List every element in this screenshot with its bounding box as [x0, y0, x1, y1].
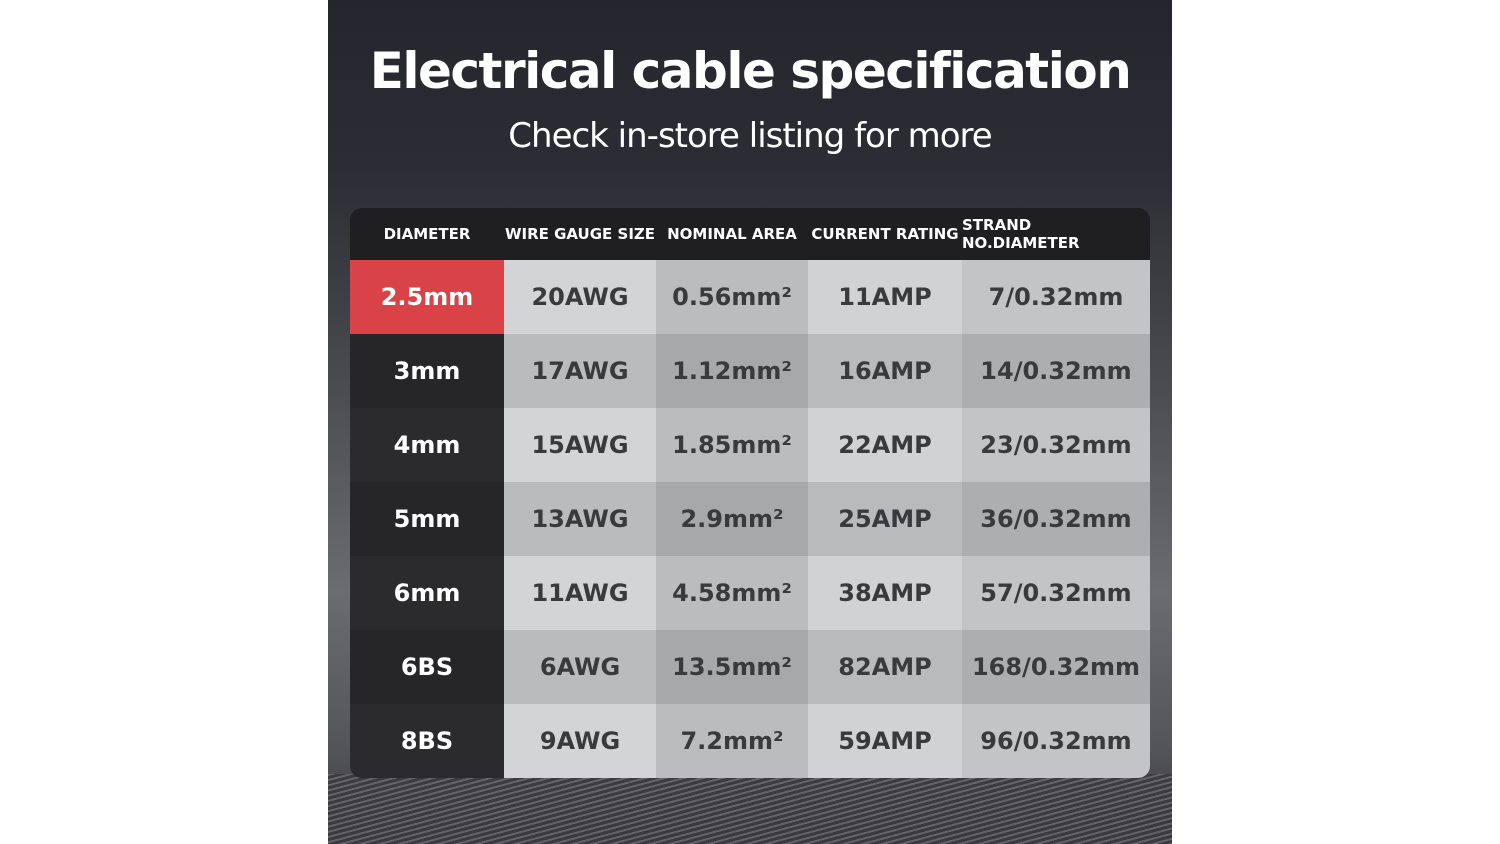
- header-current-rating: CURRENT RATING: [811, 225, 959, 243]
- cell-diameter: 3mm: [350, 334, 504, 408]
- cell-diameter: 4mm: [350, 408, 504, 482]
- cell-wire-gauge: 11AWG: [504, 556, 656, 630]
- cell-wire-gauge: 6AWG: [504, 630, 656, 704]
- cell-strand: 23/0.32mm: [962, 408, 1150, 482]
- page-subtitle: Check in-store listing for more: [508, 116, 992, 156]
- table-row: 4mm 15AWG 1.85mm² 22AMP 23/0.32mm: [350, 408, 1150, 482]
- cell-current-rating: 16AMP: [808, 334, 962, 408]
- cell-diameter: 5mm: [350, 482, 504, 556]
- cell-nominal-area: 1.12mm²: [656, 334, 808, 408]
- cell-current-rating: 38AMP: [808, 556, 962, 630]
- cell-nominal-area: 4.58mm²: [656, 556, 808, 630]
- cell-diameter: 2.5mm: [350, 260, 504, 334]
- cell-nominal-area: 2.9mm²: [656, 482, 808, 556]
- page-title: Electrical cable specification: [369, 42, 1132, 100]
- table-row: 2.5mm 20AWG 0.56mm² 11AMP 7/0.32mm: [350, 260, 1150, 334]
- table-row: 6mm 11AWG 4.58mm² 38AMP 57/0.32mm: [350, 556, 1150, 630]
- cell-current-rating: 25AMP: [808, 482, 962, 556]
- cell-diameter: 8BS: [350, 704, 504, 778]
- header-nominal-area: NOMINAL AREA: [667, 225, 797, 243]
- table-header: DIAMETER WIRE GAUGE SIZE NOMINAL AREA CU…: [350, 208, 1150, 260]
- cell-nominal-area: 7.2mm²: [656, 704, 808, 778]
- cell-diameter: 6BS: [350, 630, 504, 704]
- table-row: 5mm 13AWG 2.9mm² 25AMP 36/0.32mm: [350, 482, 1150, 556]
- table-row: 3mm 17AWG 1.12mm² 16AMP 14/0.32mm: [350, 334, 1150, 408]
- header-strand: STRAND NO.DIAMETER: [962, 216, 1080, 252]
- cell-wire-gauge: 15AWG: [504, 408, 656, 482]
- spec-table: DIAMETER WIRE GAUGE SIZE NOMINAL AREA CU…: [350, 208, 1150, 778]
- product-image: Electrical cable specification Check in-…: [328, 0, 1172, 844]
- cell-strand: 57/0.32mm: [962, 556, 1150, 630]
- cell-nominal-area: 13.5mm²: [656, 630, 808, 704]
- cell-current-rating: 82AMP: [808, 630, 962, 704]
- cell-nominal-area: 1.85mm²: [656, 408, 808, 482]
- cell-current-rating: 22AMP: [808, 408, 962, 482]
- cell-wire-gauge: 9AWG: [504, 704, 656, 778]
- cell-wire-gauge: 17AWG: [504, 334, 656, 408]
- cell-nominal-area: 0.56mm²: [656, 260, 808, 334]
- cell-strand: 96/0.32mm: [962, 704, 1150, 778]
- cell-strand: 168/0.32mm: [962, 630, 1150, 704]
- cell-strand: 7/0.32mm: [962, 260, 1150, 334]
- table-row: 6BS 6AWG 13.5mm² 82AMP 168/0.32mm: [350, 630, 1150, 704]
- cell-diameter: 6mm: [350, 556, 504, 630]
- cell-strand: 36/0.32mm: [962, 482, 1150, 556]
- header-diameter: DIAMETER: [383, 225, 471, 243]
- cell-wire-gauge: 20AWG: [504, 260, 656, 334]
- braided-cable-texture: [328, 774, 1172, 844]
- cell-current-rating: 11AMP: [808, 260, 962, 334]
- header-wire-gauge: WIRE GAUGE SIZE: [504, 225, 656, 243]
- cell-wire-gauge: 13AWG: [504, 482, 656, 556]
- cell-strand: 14/0.32mm: [962, 334, 1150, 408]
- cell-current-rating: 59AMP: [808, 704, 962, 778]
- table-row: 8BS 9AWG 7.2mm² 59AMP 96/0.32mm: [350, 704, 1150, 778]
